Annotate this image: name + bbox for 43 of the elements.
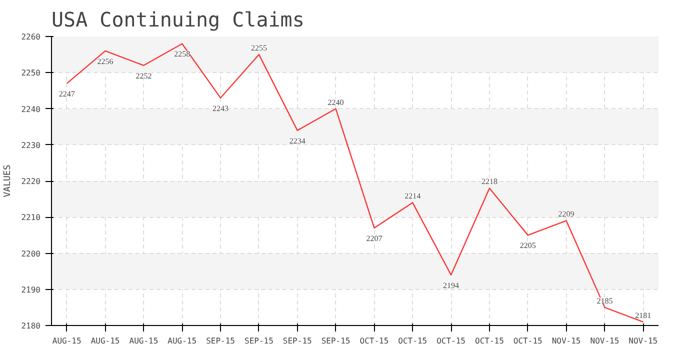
y-tick-label: 2210 bbox=[21, 213, 41, 222]
x-tick-label: SEP-15 bbox=[244, 336, 274, 346]
data-label: 2207 bbox=[366, 234, 382, 243]
data-label: 2209 bbox=[558, 210, 574, 219]
x-tick-label: SEP-15 bbox=[206, 336, 236, 346]
data-label: 2256 bbox=[97, 56, 114, 66]
data-label: 2205 bbox=[520, 241, 536, 250]
data-label: 2243 bbox=[212, 104, 229, 113]
data-label: 2247 bbox=[58, 89, 75, 98]
data-label: 2258 bbox=[174, 50, 190, 59]
y-tick-label: 2250 bbox=[21, 68, 41, 78]
x-tick-label: NOV-15 bbox=[552, 336, 581, 346]
x-tick-label: NOV-15 bbox=[628, 336, 658, 346]
x-tick-label: AUG-15 bbox=[129, 336, 158, 346]
y-tick-label: 2220 bbox=[21, 177, 41, 186]
data-label: 2214 bbox=[404, 192, 421, 201]
data-label: 2234 bbox=[289, 136, 306, 146]
y-tick-label: 2260 bbox=[21, 32, 41, 42]
data-label: 2194 bbox=[443, 280, 460, 290]
x-tick-label: SEP-15 bbox=[321, 336, 350, 346]
data-label: 2255 bbox=[250, 44, 267, 53]
y-tick-label: 2200 bbox=[21, 249, 41, 258]
x-tick-label: OCT-15 bbox=[513, 336, 543, 346]
x-tick-label: AUG-15 bbox=[90, 336, 120, 346]
x-tick-label: OCT-15 bbox=[475, 336, 504, 346]
y-tick-label: 2240 bbox=[21, 104, 41, 114]
data-label: 2181 bbox=[635, 310, 652, 320]
x-tick-label: OCT-15 bbox=[398, 336, 428, 346]
x-tick-label: OCT-15 bbox=[436, 336, 466, 346]
data-label: 2240 bbox=[328, 98, 344, 107]
data-label: 2185 bbox=[596, 296, 613, 306]
data-label: 2218 bbox=[481, 177, 498, 186]
x-tick-label: SEP-15 bbox=[282, 336, 312, 346]
x-tick-label: OCT-15 bbox=[360, 336, 389, 346]
y-axis-title: VALUES bbox=[3, 164, 14, 198]
chart-title: USA Continuing Claims bbox=[52, 8, 304, 32]
x-tick-label: NOV-15 bbox=[590, 336, 620, 346]
y-tick-label: 2230 bbox=[21, 140, 41, 150]
x-tick-label: AUG-15 bbox=[168, 336, 197, 346]
x-tick-label: AUG-15 bbox=[52, 336, 82, 346]
data-label: 2252 bbox=[136, 71, 152, 80]
y-tick-label: 2180 bbox=[21, 322, 41, 330]
y-tick-label: 2190 bbox=[21, 285, 41, 294]
